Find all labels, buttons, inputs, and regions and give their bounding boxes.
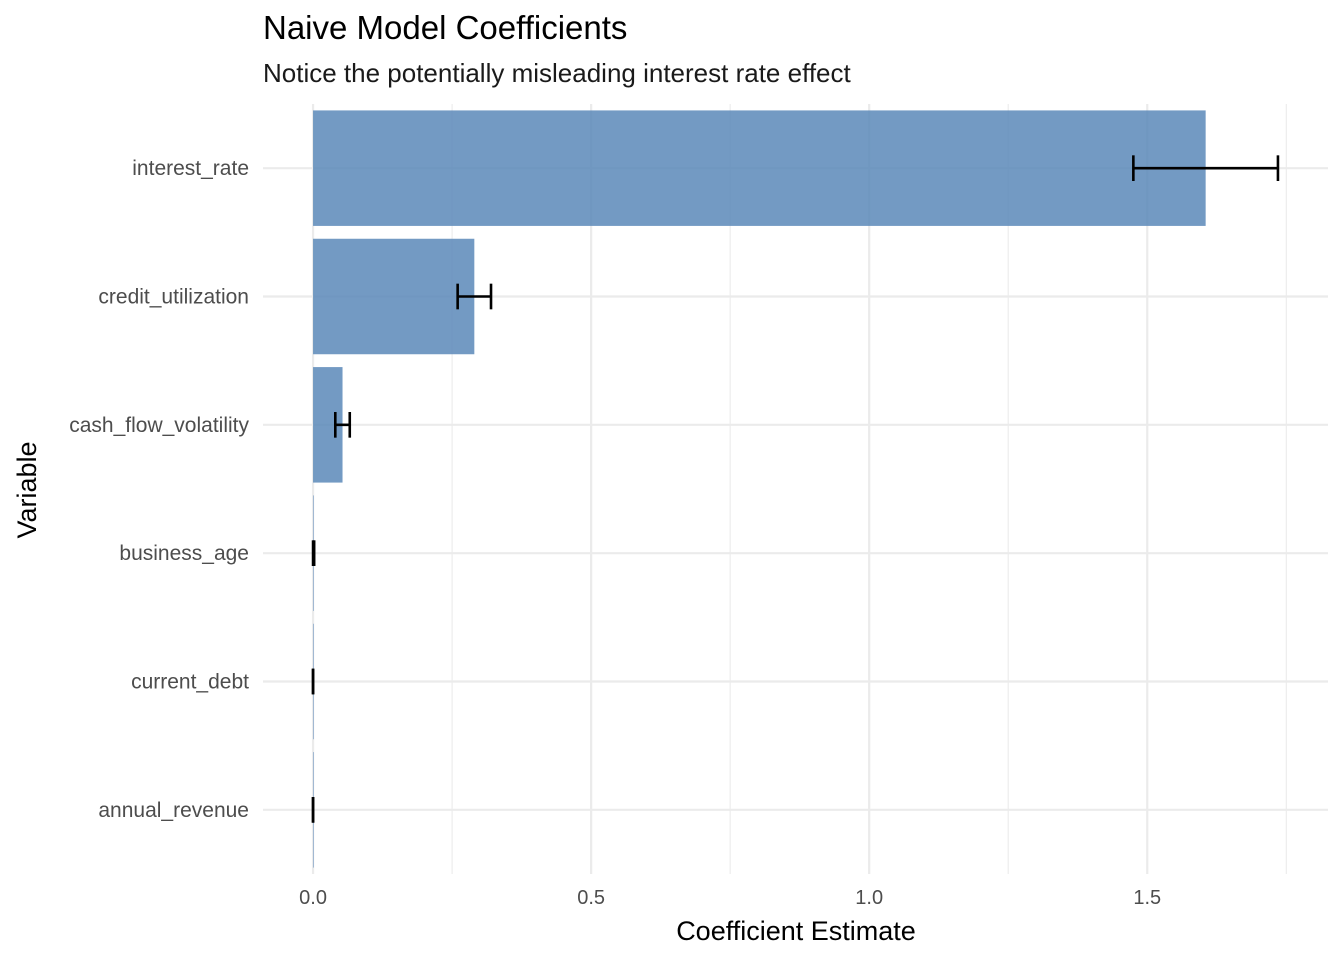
y-tick-labels: interest_rate credit_utilization cash_flow…	[69, 157, 249, 822]
y-tick-label: credit_utilization	[98, 286, 249, 309]
y-axis-label: Variable	[12, 441, 42, 538]
errorbar-credit_utilization	[456, 283, 493, 310]
x-tick-label: 1.0	[855, 887, 883, 909]
chart-title: Naive Model Coefficients	[263, 9, 627, 46]
bars	[313, 110, 1206, 868]
errorbar-business_age	[311, 540, 316, 566]
grid-lines	[263, 104, 1328, 874]
y-tick-label: current_debt	[131, 671, 249, 694]
y-tick-label: business_age	[119, 542, 249, 565]
bar-interest_rate	[313, 110, 1206, 226]
x-tick-labels: 0.0 0.5 1.0 1.5	[299, 887, 1161, 909]
errorbar-interest_rate	[1132, 155, 1280, 181]
bar-credit_utilization	[313, 238, 475, 355]
x-tick-label: 1.5	[1133, 887, 1161, 909]
x-tick-label: 0.0	[299, 887, 327, 909]
chart-subtitle: Notice the potentially misleading intere…	[263, 58, 852, 88]
errorbar-cash_flow_volatility	[333, 412, 352, 438]
x-axis-label: Coefficient Estimate	[676, 916, 916, 946]
y-tick-label: cash_flow_volatility	[69, 414, 249, 437]
error-bars	[311, 155, 1280, 823]
y-tick-label: interest_rate	[132, 157, 249, 180]
y-tick-label: annual_revenue	[98, 799, 249, 822]
x-tick-label: 0.5	[577, 887, 605, 909]
